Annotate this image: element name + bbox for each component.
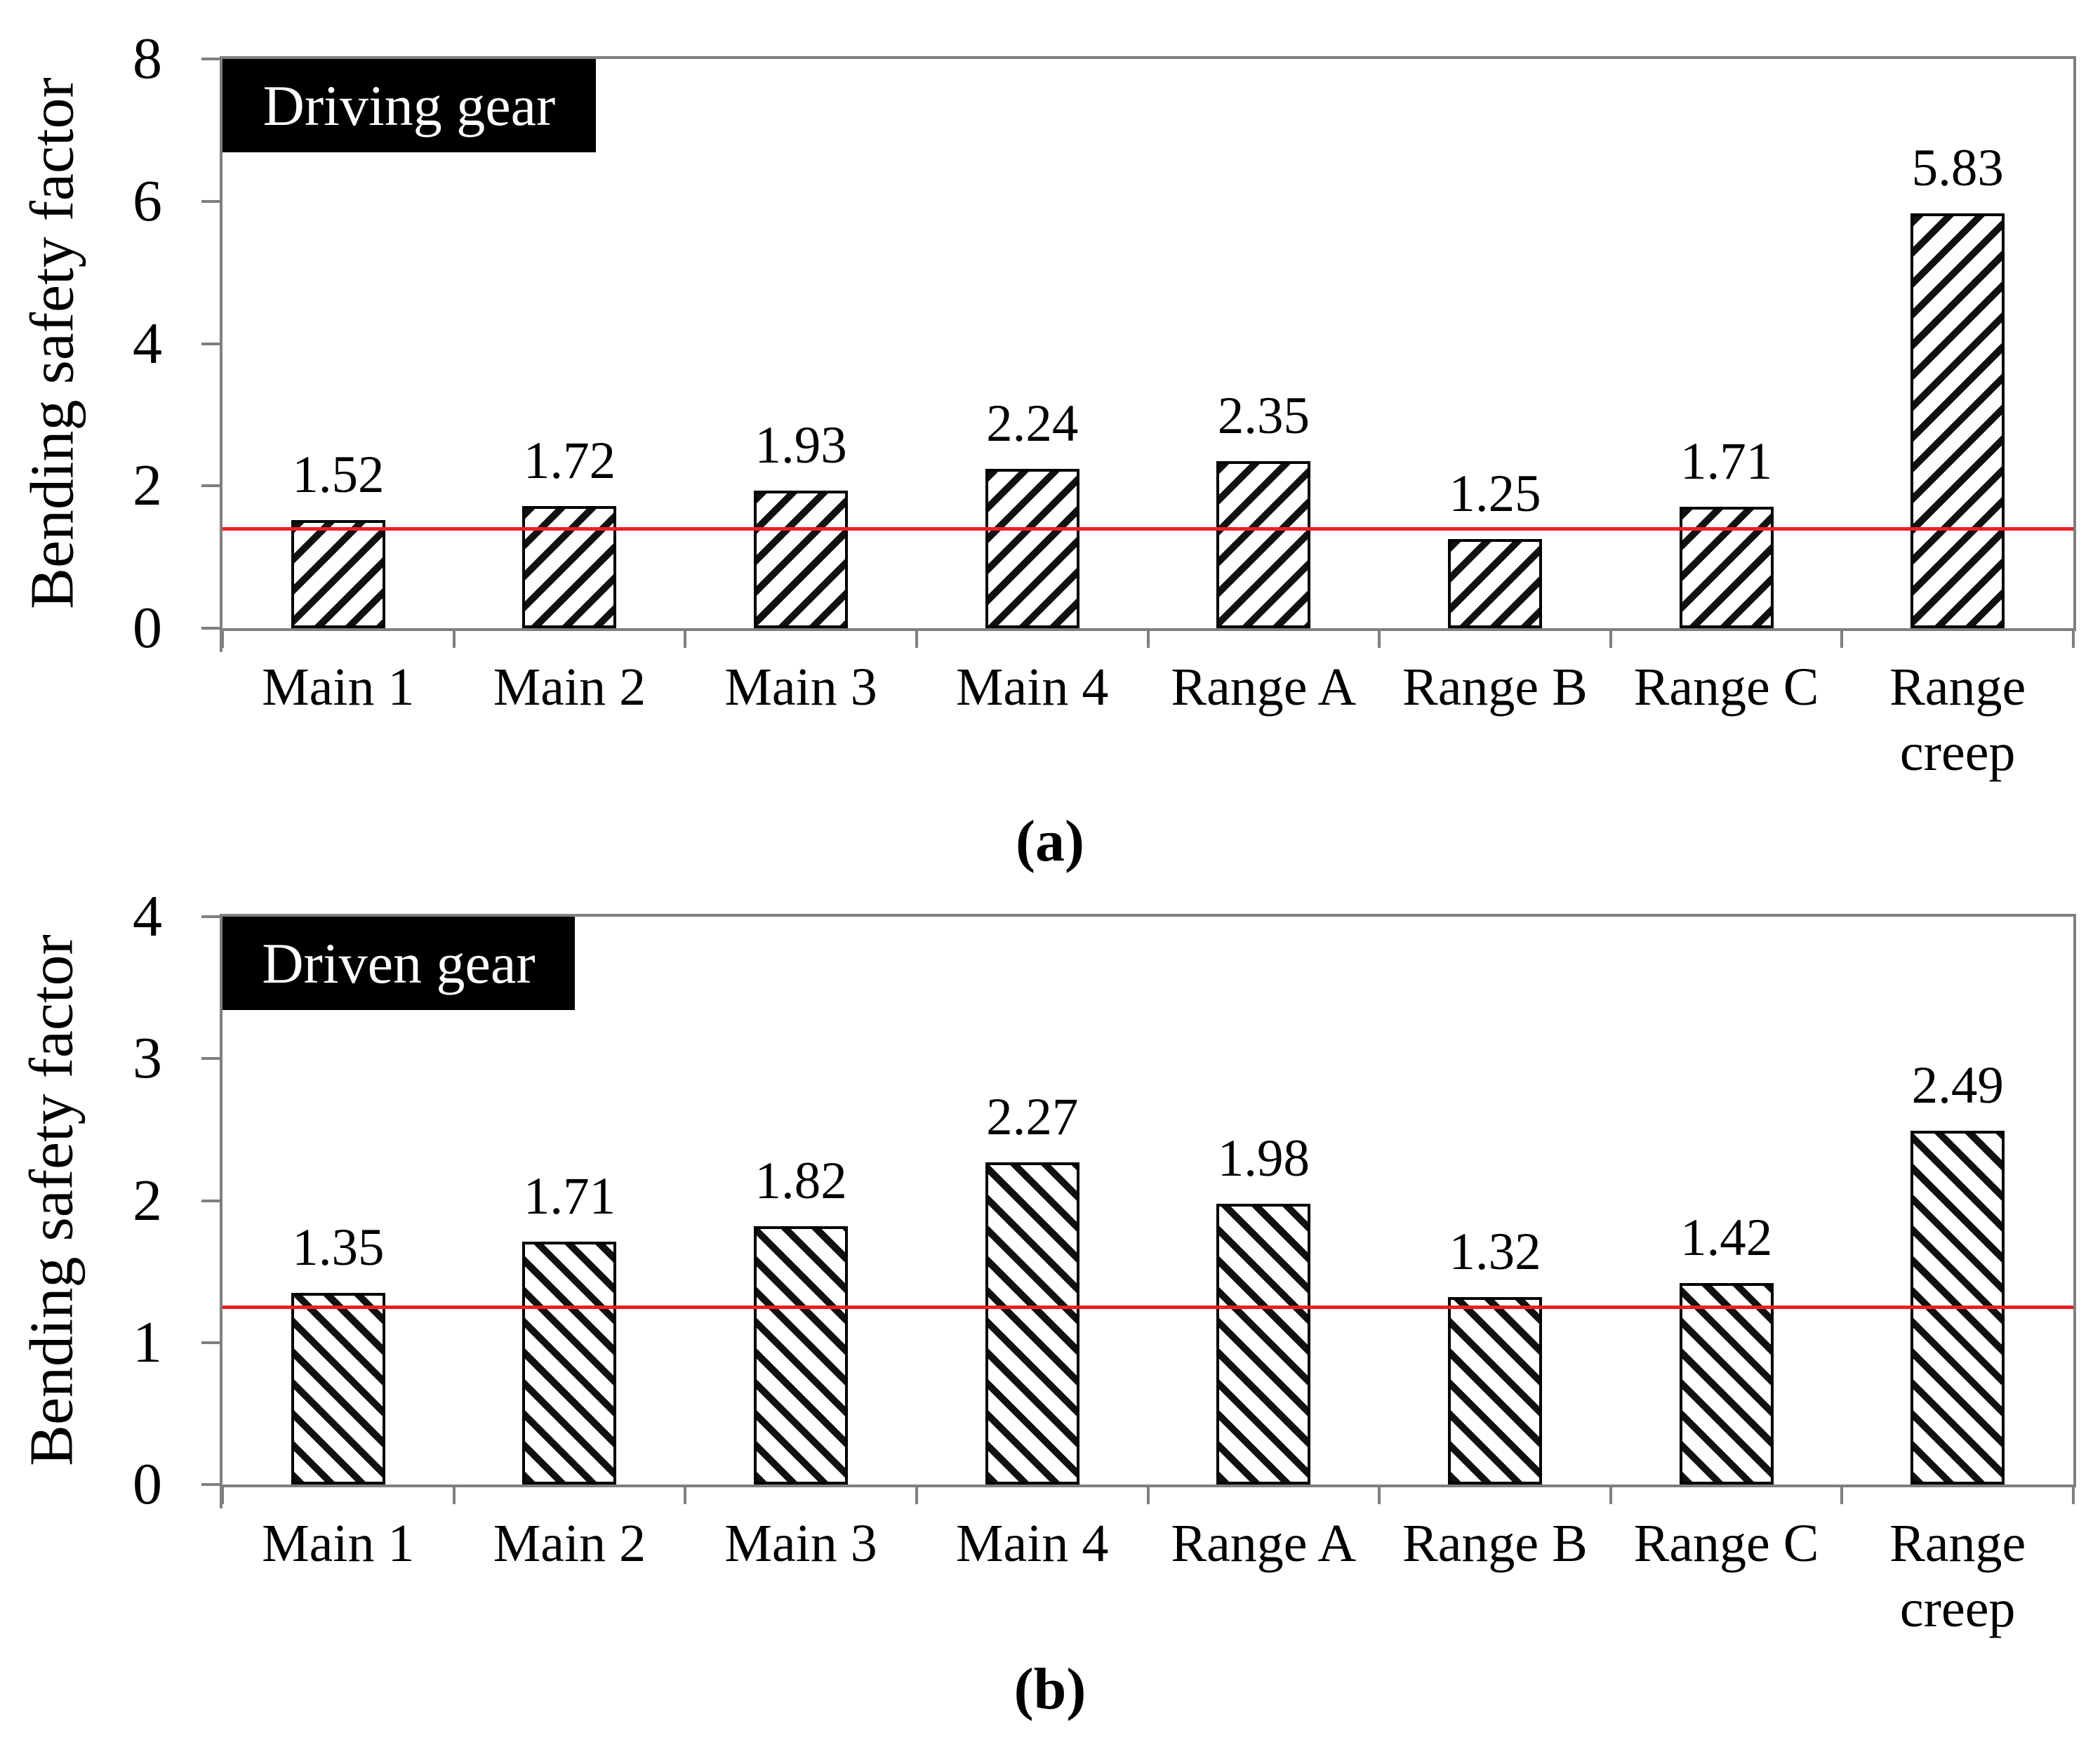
bar-value-label: 5.83 <box>1911 138 2004 197</box>
bar-main-3 <box>754 1226 849 1485</box>
bar-value-label: 1.98 <box>1217 1129 1310 1188</box>
y-tick-label: 2 <box>133 453 162 519</box>
y-tick-label: 0 <box>133 595 162 660</box>
bar-value-label: 1.25 <box>1449 465 1541 524</box>
y-tick-label: 3 <box>133 1025 162 1091</box>
y-tick-label: 0 <box>133 1452 162 1517</box>
bar-range-c <box>1679 506 1774 628</box>
y-tick-label: 4 <box>133 884 162 949</box>
plot-area-a: Driving gear 0 2 4 6 8 1.52 1.72 1.93 2.24 2.35 1.… <box>133 26 2076 660</box>
x-axis-tick <box>1146 1485 1150 1504</box>
y-axis-tick <box>201 342 222 345</box>
y-tick-label: 2 <box>133 1167 162 1233</box>
bar-range-a <box>1216 460 1311 628</box>
reference-line <box>222 1305 2073 1309</box>
bar-main-4 <box>985 1162 1079 1485</box>
x-category-label: Range creep <box>1889 1514 2026 1638</box>
x-axis-tick <box>1840 628 1844 648</box>
bar-value-label: 1.82 <box>755 1151 847 1210</box>
y-axis-tick <box>201 1341 222 1344</box>
panel-title-box-a: Driving gear <box>222 59 596 152</box>
bar-value-label: 2.49 <box>1911 1056 2004 1115</box>
bar-range-creep <box>1910 213 2005 628</box>
bar-main-2 <box>522 505 617 628</box>
bar-value-label: 1.42 <box>1680 1208 1773 1267</box>
x-category-label: Main 4 <box>955 1514 1109 1573</box>
y-axis-extension <box>220 628 222 652</box>
bar-range-b <box>1447 1297 1542 1485</box>
bar-main-4 <box>985 468 1079 628</box>
x-axis-tick <box>2072 1485 2075 1504</box>
reference-line <box>222 526 2073 531</box>
x-axis-tick <box>2072 628 2075 648</box>
bar-main-1 <box>291 519 385 628</box>
x-axis-tick <box>915 628 918 648</box>
bar-value-label: 1.52 <box>292 445 385 504</box>
x-category-label: Range A <box>1171 1514 1357 1573</box>
y-axis-tick <box>201 915 222 918</box>
x-axis-tick <box>1840 1485 1844 1504</box>
x-axis-tick <box>1146 628 1150 648</box>
bar-main-1 <box>291 1292 385 1485</box>
x-axis-tick <box>1378 1485 1381 1504</box>
x-axis-tick <box>1609 628 1612 648</box>
caption-b: (b) <box>1014 1656 1086 1722</box>
bar-range-a <box>1216 1203 1311 1485</box>
y-axis-tick <box>201 484 222 488</box>
x-axis-tick <box>221 1485 224 1504</box>
y-axis-extension <box>220 1485 222 1508</box>
x-category-label: Main 3 <box>724 658 877 717</box>
x-axis-tick <box>221 628 224 648</box>
y-axis-tick <box>201 1483 222 1486</box>
bar-range-b <box>1447 539 1542 628</box>
x-category-label: Range B <box>1402 1514 1588 1573</box>
x-category-label: Range C <box>1633 1514 1819 1573</box>
bar-value-label: 1.32 <box>1449 1223 1541 1282</box>
bar-value-label: 2.27 <box>986 1087 1079 1146</box>
x-category-label: Main 1 <box>262 658 415 717</box>
bar-value-label: 1.72 <box>523 431 616 490</box>
bar-value-label: 1.35 <box>292 1218 385 1277</box>
caption-a: (a) <box>1016 809 1084 874</box>
x-axis-tick <box>452 628 456 648</box>
x-category-label: Main 4 <box>955 658 1109 717</box>
x-category-label: Range B <box>1402 658 1588 717</box>
x-axis-tick <box>915 1485 918 1504</box>
x-category-label: Main 2 <box>493 1514 646 1573</box>
x-category-label: Main 1 <box>262 1514 415 1573</box>
bar-value-label: 1.93 <box>755 416 847 475</box>
y-axis-tick <box>201 1057 222 1061</box>
y-axis-tick <box>201 58 222 60</box>
bar-value-label: 1.71 <box>523 1167 616 1226</box>
bar-value-label: 1.71 <box>1680 432 1773 491</box>
x-category-label: Main 2 <box>493 658 646 717</box>
x-category-label: Range creep <box>1889 658 2026 782</box>
bar-main-2 <box>522 1242 617 1485</box>
y-tick-label: 8 <box>133 26 162 91</box>
x-axis-tick <box>684 628 687 648</box>
x-category-label: Main 3 <box>724 1514 877 1573</box>
x-category-label: Range A <box>1171 658 1357 717</box>
x-axis-tick <box>684 1485 687 1504</box>
x-axis-tick <box>452 1485 456 1504</box>
x-category-label: Range C <box>1633 658 1819 717</box>
y-tick-label: 4 <box>133 310 162 376</box>
bar-range-c <box>1679 1282 1774 1485</box>
panel-title-box-b: Driven gear <box>222 917 575 1010</box>
y-axis-tick <box>201 627 222 630</box>
bar-value-label: 2.35 <box>1217 386 1310 445</box>
y-axis-tick <box>201 1199 222 1202</box>
y-axis-tick <box>201 199 222 203</box>
bar-main-3 <box>754 491 849 628</box>
bar-value-label: 2.24 <box>986 394 1079 453</box>
y-tick-label: 1 <box>133 1309 162 1375</box>
x-axis-tick <box>1378 628 1381 648</box>
plot-area-b: Driven gear 0 1 2 3 4 1.35 1.71 1.82 2.27 1.98 1.3… <box>133 884 2076 1517</box>
x-axis-tick <box>1609 1485 1612 1504</box>
y-tick-label: 6 <box>133 168 162 234</box>
